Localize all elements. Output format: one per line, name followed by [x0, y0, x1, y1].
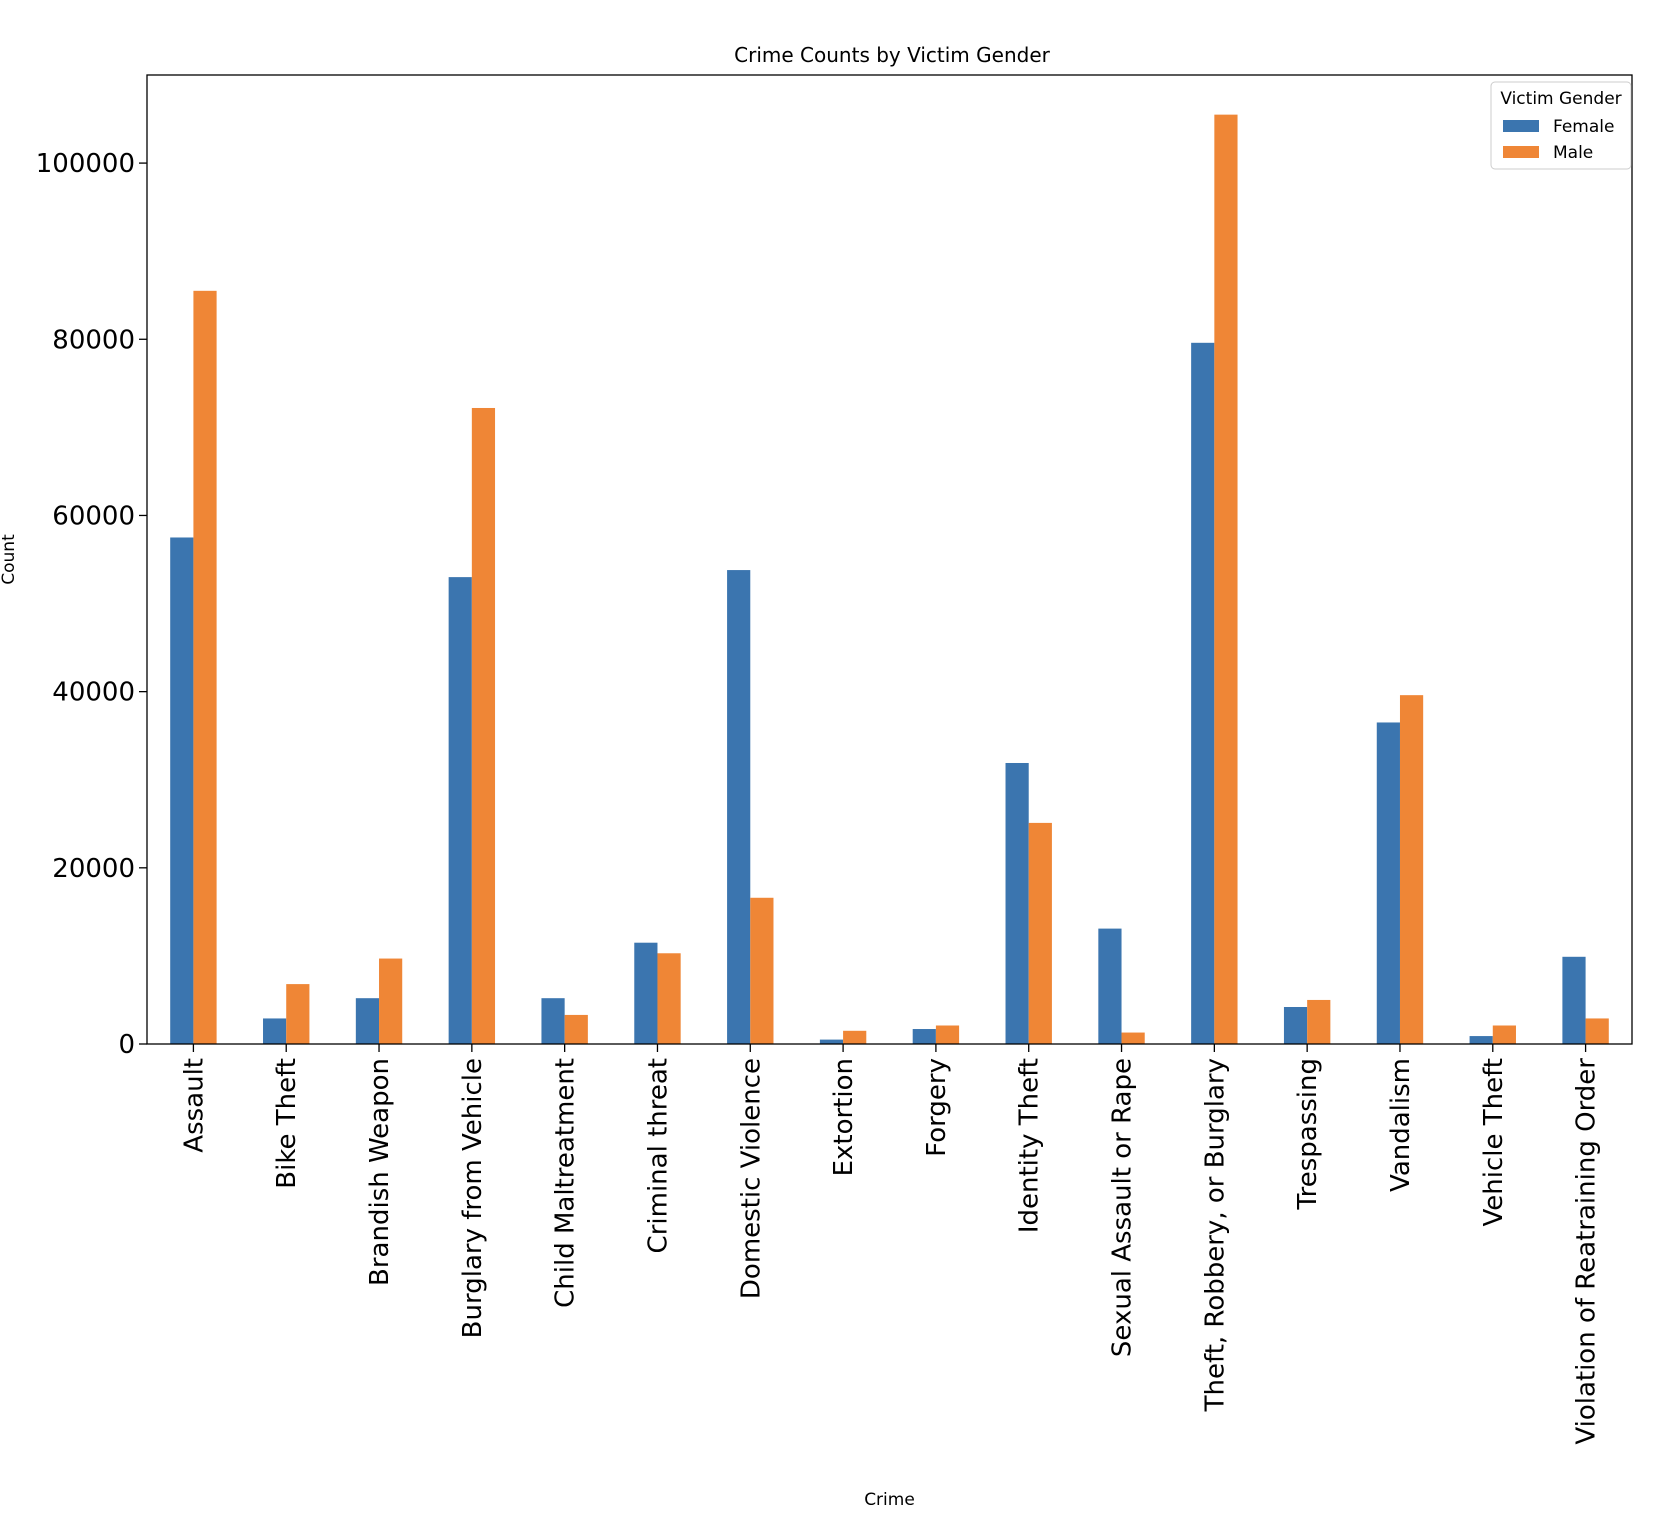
x-tick-label-trespassing: Trespassing: [1293, 1058, 1323, 1210]
legend-label-female: Female: [1553, 117, 1614, 137]
bar-male-theft-robbery-or-burglary: [1214, 114, 1238, 1044]
x-tick-label-burglary-from-vehicle: Burglary from Vehicle: [458, 1058, 488, 1338]
bar-male-bike-theft: [286, 984, 310, 1044]
bars-group: [170, 114, 1609, 1045]
bar-female-sexual-assault-or-rape: [1098, 928, 1122, 1044]
legend-label-male: Male: [1553, 143, 1593, 163]
bar-male-child-maltreatment: [564, 1014, 588, 1044]
x-tick-label-brandish-weapon: Brandish Weapon: [365, 1058, 395, 1286]
x-tick-label-domestic-violence: Domestic Violence: [736, 1058, 766, 1299]
x-tick-label-bike-theft: Bike Theft: [272, 1058, 302, 1189]
y-tick-label: 80000: [52, 325, 135, 355]
bar-male-violation-of-reatraining-order: [1585, 1018, 1609, 1044]
x-tick-label-vandalism: Vandalism: [1386, 1058, 1416, 1192]
y-tick-label: 0: [118, 1030, 135, 1060]
x-axis-label: Crime: [864, 1490, 915, 1510]
bar-female-extortion: [819, 1039, 844, 1044]
x-axis: Assault Bike Theft Brandish Weapon Burglary…: [179, 1044, 1602, 1445]
y-tick-label: 40000: [52, 678, 135, 708]
y-axis: 0 20000 40000 60000 80000 100000: [36, 149, 147, 1060]
x-tick-label-sexual-assault-or-rape: Sexual Assault or Rape: [1108, 1058, 1138, 1357]
x-tick-label-vehicle-theft: Vehicle Theft: [1479, 1058, 1509, 1227]
bar-female-vehicle-theft: [1469, 1036, 1493, 1044]
bar-female-theft-robbery-or-burglary: [1191, 342, 1215, 1044]
y-tick-label: 20000: [52, 854, 135, 884]
x-tick-label-criminal-threat: Criminal threat: [643, 1058, 673, 1253]
y-tick-label: 100000: [36, 149, 135, 179]
x-tick-label-assault: Assault: [179, 1058, 209, 1153]
x-tick-label-identity-theft: Identity Theft: [1015, 1058, 1045, 1233]
legend-swatch-male: [1503, 146, 1539, 158]
bar-male-identity-theft: [1028, 822, 1052, 1044]
bar-male-trespassing: [1307, 999, 1331, 1044]
plot-area-frame: [146, 74, 1633, 1045]
bar-female-criminal-threat: [634, 942, 658, 1044]
bar-male-vandalism: [1399, 695, 1424, 1044]
bar-female-vandalism: [1376, 722, 1400, 1044]
bar-female-domestic-violence: [727, 570, 751, 1044]
bar-female-violation-of-reatraining-order: [1562, 956, 1586, 1044]
y-tick-label: 60000: [52, 501, 135, 531]
bar-female-identity-theft: [1005, 762, 1029, 1044]
bar-female-trespassing: [1283, 1007, 1308, 1044]
bar-male-brandish-weapon: [379, 958, 403, 1044]
x-tick-label-violation-of-reatraining-order: Violation of Reatraining Order: [1572, 1058, 1602, 1445]
x-tick-label-forgery: Forgery: [922, 1058, 952, 1157]
legend: Victim Gender Female Male: [1490, 81, 1632, 170]
chart-title: Crime Counts by Victim Gender: [734, 43, 1050, 67]
bar-male-sexual-assault-or-rape: [1121, 1032, 1145, 1044]
x-tick-label-child-maltreatment: Child Maltreatment: [551, 1058, 581, 1308]
legend-swatch-female: [1503, 120, 1539, 132]
bar-female-burglary-from-vehicle: [448, 577, 472, 1044]
bar-female-brandish-weapon: [355, 998, 380, 1044]
bar-male-extortion: [843, 1030, 867, 1044]
y-axis-label: Count: [0, 534, 19, 585]
bar-female-child-maltreatment: [541, 998, 565, 1044]
bar-male-burglary-from-vehicle: [471, 407, 496, 1045]
bar-male-assault: [193, 290, 217, 1044]
bar-female-bike-theft: [263, 1018, 287, 1044]
bar-male-forgery: [935, 1025, 960, 1044]
bar-male-criminal-threat: [657, 953, 681, 1044]
legend-title: Victim Gender: [1500, 89, 1621, 109]
bar-male-domestic-violence: [750, 897, 774, 1044]
bar-female-assault: [170, 537, 194, 1044]
x-tick-label-extortion: Extortion: [829, 1058, 859, 1176]
x-tick-label-theft-robbery-or-burglary: Theft, Robbery, or Burglary: [1200, 1058, 1230, 1412]
bar-female-forgery: [912, 1029, 936, 1044]
bar-male-vehicle-theft: [1492, 1025, 1516, 1044]
